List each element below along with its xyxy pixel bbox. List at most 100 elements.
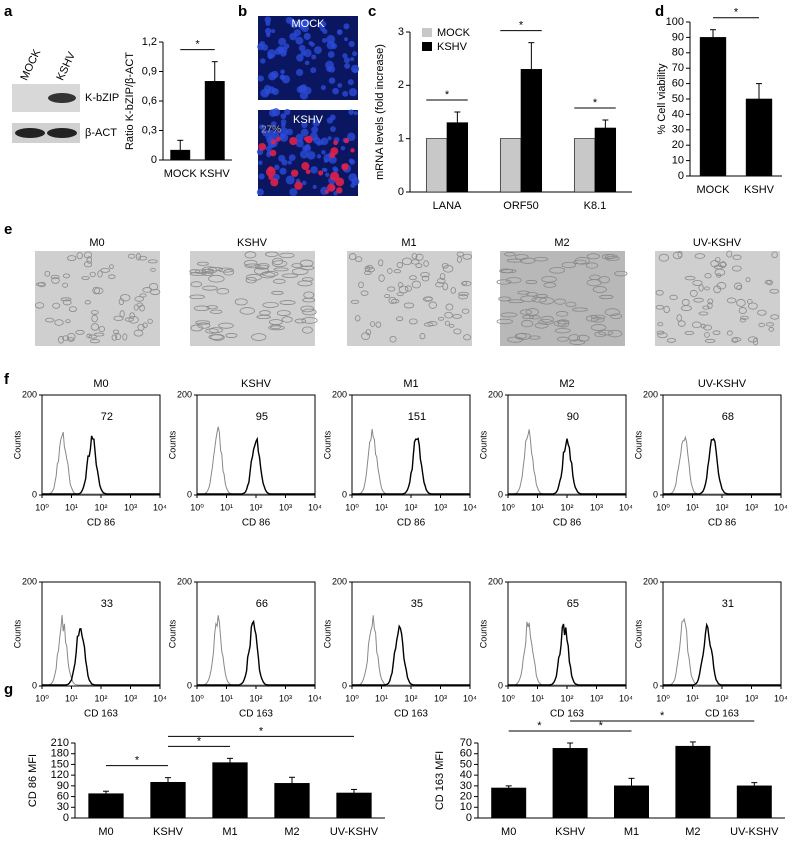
x-axis-label: CD 163 [239, 709, 273, 720]
bar [675, 745, 711, 819]
x-tick-label: 10¹ [686, 693, 699, 703]
x-tick-label: 10³ [590, 502, 603, 512]
cell [732, 254, 742, 261]
cell [747, 336, 758, 343]
cell [397, 282, 404, 288]
cell [218, 322, 234, 329]
infected-cell [327, 183, 336, 192]
cell [62, 299, 72, 306]
nucleus [280, 123, 286, 129]
histogram-curve [197, 619, 315, 686]
cell [707, 302, 713, 310]
nucleus [343, 23, 350, 30]
cell [150, 267, 156, 272]
significance-label: * [259, 725, 264, 737]
cell [100, 267, 111, 273]
nucleus [287, 160, 292, 165]
nucleus [258, 160, 263, 166]
cell [202, 285, 218, 291]
micrograph [347, 251, 472, 346]
cell [538, 319, 554, 325]
image-label: M1 [401, 237, 416, 249]
panel-title: UV-KSHV [698, 378, 747, 390]
x-tick-label: 10⁴ [463, 502, 477, 512]
cell [692, 279, 703, 286]
x-tick-label: LANA [433, 200, 462, 212]
cell [409, 275, 417, 281]
x-tick-label: 10¹ [686, 502, 699, 512]
x-tick-label: 10³ [745, 693, 758, 703]
y-tick-label: 0 [151, 154, 157, 166]
bar [425, 138, 448, 193]
cell [604, 308, 620, 317]
nucleus [264, 27, 272, 35]
nucleus [280, 69, 285, 75]
significance-label: * [445, 89, 450, 101]
nucleus [256, 188, 264, 196]
x-tick-label: 10¹ [65, 693, 78, 703]
significance-label: * [519, 20, 524, 32]
y-tick-label: 150 [51, 758, 69, 770]
x-tick-label: M1 [222, 826, 237, 838]
x-tick-label: MOCK [164, 168, 198, 180]
nucleus [321, 150, 326, 155]
cell [421, 275, 430, 282]
cell [302, 326, 313, 334]
nucleus [353, 111, 358, 116]
cell [677, 320, 686, 327]
legend-swatch [422, 42, 432, 51]
cell [689, 289, 698, 297]
y-tick-label: 40 [672, 108, 684, 120]
y-axis-label: Counts [167, 430, 177, 459]
bar [88, 793, 124, 819]
x-tick-label: 10⁰ [501, 693, 515, 703]
y-tick-label: 0 [398, 186, 404, 198]
nucleus [303, 32, 311, 40]
cell [726, 330, 733, 336]
y-tick-label: 200 [22, 389, 37, 399]
nucleus [265, 21, 271, 26]
x-tick-label: 10⁰ [190, 693, 204, 703]
bar [499, 138, 522, 193]
band-label: β-ACT [85, 127, 117, 139]
infected-cell [336, 187, 343, 194]
nucleus [343, 37, 349, 42]
nucleus [289, 18, 294, 23]
cell [714, 268, 726, 276]
nucleus [268, 72, 277, 81]
cell [655, 289, 664, 296]
infected-cell [275, 136, 281, 142]
cell [531, 297, 547, 303]
cell [208, 334, 224, 340]
x-tick-label: 10¹ [65, 502, 78, 512]
nucleus [260, 58, 266, 64]
cell [68, 306, 77, 313]
histogram-curve [42, 435, 160, 495]
cell [461, 280, 472, 287]
x-tick-label: K8.1 [584, 200, 607, 212]
mfi-label: 31 [722, 598, 734, 610]
cell [614, 270, 628, 277]
cell [694, 253, 706, 259]
y-tick-label: 0 [653, 680, 658, 690]
cell [209, 309, 223, 314]
cell [255, 264, 269, 270]
cell [364, 270, 372, 275]
cell [253, 267, 270, 275]
cell [138, 255, 148, 261]
cell [189, 271, 206, 276]
bar [699, 37, 727, 177]
x-tick-label: MOCK [697, 184, 731, 196]
nucleus [316, 21, 323, 28]
panel-title: M1 [403, 378, 418, 390]
cell [499, 268, 513, 274]
cell [34, 302, 45, 309]
y-tick-label: 0 [342, 680, 347, 690]
cell [571, 307, 588, 312]
cell [62, 282, 69, 288]
cell [610, 313, 623, 320]
cell [243, 259, 258, 267]
cell [98, 326, 105, 333]
x-tick-label: 10⁰ [656, 502, 670, 512]
lane-label: MOCK [18, 47, 43, 83]
